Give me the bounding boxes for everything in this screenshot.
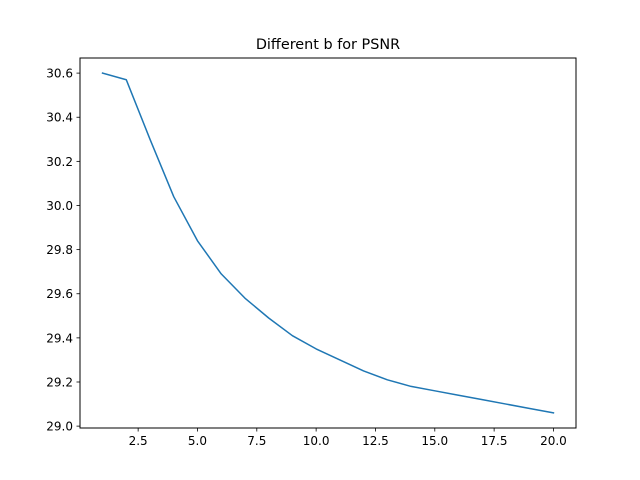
x-axis: 2.5 5.0 7.5 10.0 12.5 15.0 17.5 20.0 <box>129 428 567 448</box>
y-axis: 29.0 29.2 29.4 29.6 29.8 30.0 30.2 30.4 30.6 <box>46 67 80 434</box>
x-tick-label: 20.0 <box>540 434 567 448</box>
x-tick-label: 5.0 <box>188 434 207 448</box>
x-tick-label: 7.5 <box>247 434 266 448</box>
y-tick-label: 29.2 <box>46 375 73 389</box>
y-tick-label: 30.2 <box>46 155 73 169</box>
x-tick-label: 12.5 <box>362 434 389 448</box>
y-tick-label: 29.0 <box>46 420 73 434</box>
x-tick-label: 2.5 <box>129 434 148 448</box>
x-tick-label: 17.5 <box>481 434 508 448</box>
chart-title: Different b for PSNR <box>256 37 400 53</box>
plot-area <box>101 72 555 414</box>
y-tick-label: 29.6 <box>46 287 73 301</box>
x-tick-label: 15.0 <box>421 434 448 448</box>
y-tick-label: 29.4 <box>46 331 73 345</box>
y-tick-label: 29.8 <box>46 243 73 257</box>
y-tick-label: 30.6 <box>46 67 73 81</box>
axes-frame <box>79 57 577 429</box>
y-tick-label: 30.4 <box>46 111 73 125</box>
x-tick-label: 10.0 <box>303 434 330 448</box>
series-line-0 <box>101 72 555 414</box>
y-tick-label: 30.0 <box>46 199 73 213</box>
